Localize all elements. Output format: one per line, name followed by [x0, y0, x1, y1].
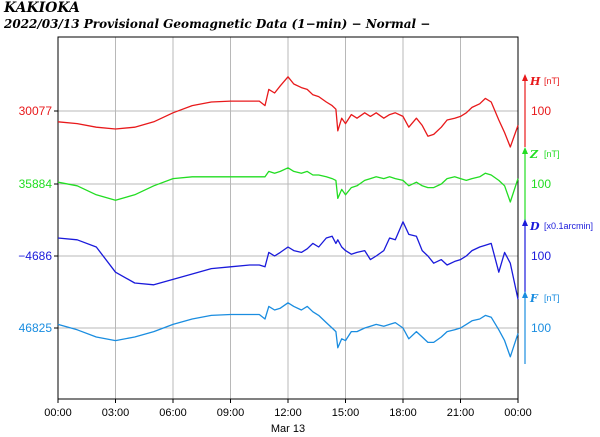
series-unit-label: [nT]: [544, 293, 560, 303]
x-tick-label: 18:00: [389, 407, 417, 419]
series-unit-label: [x0.1arcmin]: [544, 221, 593, 231]
series-component-label: D: [529, 220, 540, 233]
series-unit-label: [nT]: [544, 149, 560, 159]
scale-arrow-head: [522, 291, 528, 298]
x-tick-label: 03:00: [102, 407, 130, 419]
series-unit-label: [nT]: [544, 76, 560, 86]
x-tick-label: 15:00: [332, 407, 360, 419]
series-base-label: 35884: [19, 177, 53, 191]
series-scale-label: 100: [531, 321, 551, 335]
series-d: −4686 D [x0.1arcmin] 100: [18, 219, 593, 299]
x-tick-label: 09:00: [217, 407, 245, 419]
series-component-label: F: [529, 292, 539, 305]
scale-arrow-head: [522, 147, 528, 154]
series-base-label: 30077: [19, 104, 53, 118]
x-date-label: Mar 13: [271, 423, 305, 435]
series-component-label: H: [529, 75, 541, 88]
series-scale-label: 100: [531, 177, 551, 191]
x-tick-label: 21:00: [447, 407, 475, 419]
scale-arrow-head: [522, 74, 528, 81]
x-tick-label: 06:00: [159, 407, 187, 419]
x-tick-label: 12:00: [274, 407, 302, 419]
series-component-label: Z: [529, 148, 539, 161]
series-scale-label: 100: [531, 249, 551, 263]
series-base-label: −4686: [18, 249, 52, 263]
x-tick-label: 00:00: [44, 407, 72, 419]
x-tick-label: 00:00: [504, 407, 532, 419]
series-base-label: 46825: [19, 321, 53, 335]
grid-lines: [58, 37, 518, 399]
series-scale-label: 100: [531, 104, 551, 118]
x-axis: 00:00 03:00 06:00 09:00 12:00 15:00 18:00 21:00…: [44, 399, 532, 419]
scale-arrow-head: [522, 219, 528, 226]
